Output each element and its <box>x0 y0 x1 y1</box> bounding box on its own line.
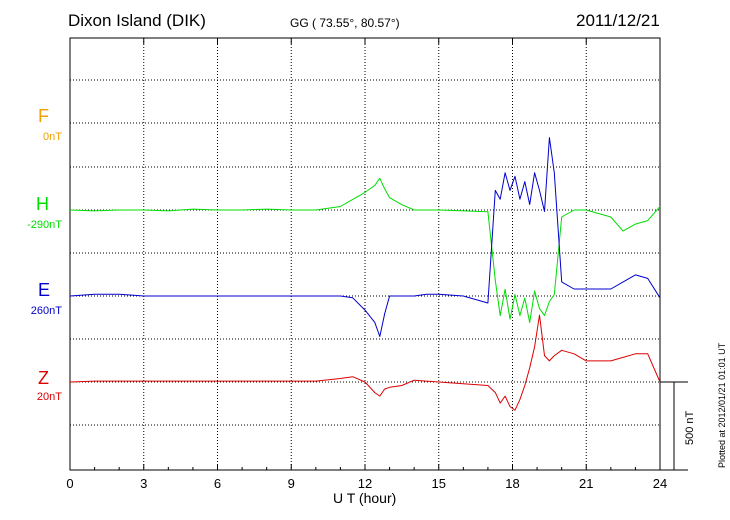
component-baseline-z: 20nT <box>36 391 62 403</box>
x-tick-label-7: 21 <box>579 476 593 491</box>
scale-bar <box>660 381 688 471</box>
station-title: Dixon Island (DIK) <box>68 11 206 30</box>
scale-bar-label: 500 nT <box>684 410 696 445</box>
component-baseline-f: 0nT <box>43 131 62 143</box>
series-line-z <box>69 314 661 411</box>
x-tick-label-8: 24 <box>653 476 667 491</box>
component-label-f: F <box>38 106 49 126</box>
component-label-e: E <box>38 280 51 300</box>
series-line-e <box>69 137 661 337</box>
series-line-h <box>69 177 661 324</box>
x-tick-label-5: 15 <box>432 476 446 491</box>
x-tick-label-4: 12 <box>358 476 372 491</box>
plotted-timestamp: Plotted at 2012/01/21 01:01 UT <box>717 342 727 468</box>
grid <box>70 38 660 470</box>
station-coordinates: GG ( 73.55°, 80.57°) <box>290 16 400 30</box>
component-label-h: H <box>36 194 49 214</box>
series-lines <box>69 137 661 411</box>
x-tick-label-3: 9 <box>288 476 295 491</box>
chart-date: 2011/12/21 <box>576 11 660 30</box>
x-tick-label-6: 18 <box>505 476 519 491</box>
component-baseline-e: 260nT <box>30 305 62 317</box>
x-tick-label-2: 6 <box>214 476 221 491</box>
component-baseline-h: -290nT <box>27 219 62 231</box>
x-axis-title: U T (hour) <box>333 490 397 506</box>
x-tick-label-0: 0 <box>66 476 73 491</box>
axis-ticks: 0 3 6 9 12 15 18 21 24 <box>66 38 667 491</box>
component-label-z: Z <box>38 368 49 388</box>
x-tick-label-1: 3 <box>140 476 147 491</box>
